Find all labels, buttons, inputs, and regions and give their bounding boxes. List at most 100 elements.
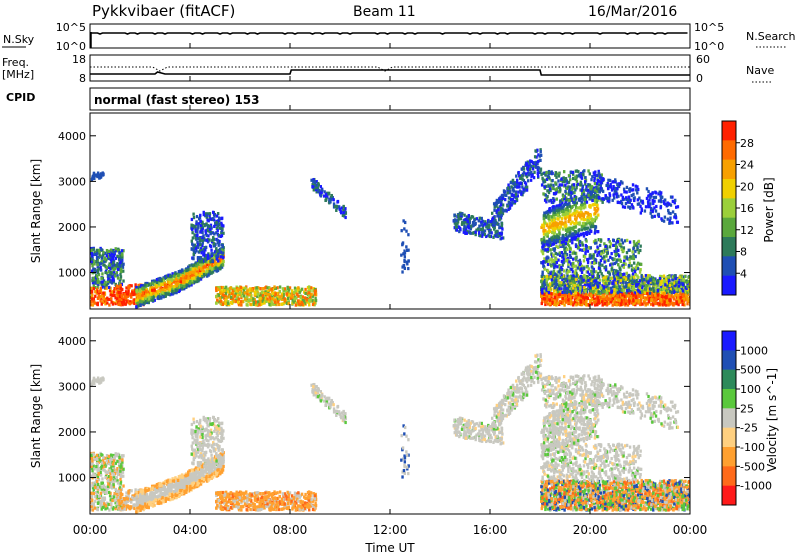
power-cell	[660, 275, 663, 279]
power-cell	[98, 248, 102, 252]
power-cell	[594, 260, 598, 265]
power-cell	[191, 276, 194, 281]
power-cell	[128, 300, 132, 304]
power-cell	[315, 190, 318, 194]
power-cell	[307, 293, 311, 297]
power-cell	[662, 281, 665, 285]
freq-label: Freq.	[2, 56, 29, 69]
power-cell	[104, 299, 108, 303]
power-cell	[292, 300, 295, 304]
power-cell	[636, 263, 639, 268]
power-cell	[630, 283, 633, 287]
freq-panel: Freq. [MHz] 18 8 60 0 Nave	[2, 53, 774, 85]
power-cell	[627, 292, 631, 296]
power-cell	[99, 175, 103, 179]
power-cell	[551, 292, 555, 296]
power-cell	[210, 267, 213, 271]
power-cell	[216, 253, 220, 257]
power-cell	[223, 289, 226, 293]
power-cell	[216, 287, 220, 292]
power-cell	[455, 225, 459, 229]
power-cell	[168, 280, 171, 285]
power-cell	[634, 266, 638, 270]
power-cell	[123, 294, 127, 299]
power-cell	[650, 298, 653, 302]
power-cell	[536, 168, 540, 172]
power-cell	[214, 242, 217, 246]
power-cell	[256, 302, 260, 306]
power-cell	[191, 270, 194, 274]
power-cell	[467, 230, 471, 234]
power-cell	[633, 243, 636, 247]
power-cell	[500, 222, 504, 226]
power-cell	[616, 270, 619, 274]
power-cell	[489, 231, 492, 235]
power-cell	[218, 296, 222, 300]
power-cell	[196, 262, 200, 266]
power-cell	[550, 280, 554, 285]
power-cell	[609, 255, 612, 259]
power-cell	[211, 252, 214, 256]
power-cell	[495, 201, 499, 206]
power-cell	[92, 171, 96, 175]
power-cell	[679, 295, 682, 299]
power-cell	[268, 295, 272, 299]
power-cell	[102, 294, 105, 298]
power-cell	[686, 288, 690, 292]
power-cell	[607, 258, 610, 262]
power-cell	[543, 257, 546, 261]
power-cell	[208, 212, 212, 216]
power-cell	[190, 273, 194, 277]
power-cell	[115, 284, 119, 288]
nave-label: Nave	[746, 64, 774, 77]
power-cell	[564, 300, 568, 304]
power-cell	[111, 293, 114, 298]
power-cell	[276, 291, 280, 296]
power-cell	[627, 283, 631, 287]
power-cell	[96, 269, 100, 274]
power-cell	[199, 277, 203, 281]
power-cell	[311, 294, 314, 298]
power-cell	[122, 300, 126, 304]
power-cell	[492, 235, 495, 239]
power-cell	[215, 256, 219, 260]
power-cell	[658, 302, 661, 306]
power-cell	[529, 167, 532, 171]
power-cell	[540, 280, 543, 284]
power-cell	[506, 191, 509, 195]
power-cell	[609, 286, 613, 290]
power-cell	[287, 302, 290, 306]
power-cell	[615, 260, 618, 264]
power-cell	[205, 260, 209, 264]
power-cell	[617, 280, 620, 284]
power-cell	[230, 300, 233, 305]
power-cell	[152, 295, 155, 299]
power-cell	[496, 221, 499, 225]
power-cell	[268, 302, 271, 307]
power-cell	[550, 252, 553, 256]
power-cell	[453, 226, 456, 230]
power-cell	[141, 289, 145, 293]
power-cell	[671, 303, 675, 307]
power-cell	[579, 278, 582, 282]
power-cell	[575, 272, 578, 276]
power-cell	[457, 225, 460, 229]
power-cell	[215, 226, 219, 231]
power-cell	[623, 259, 626, 263]
power-cell	[198, 238, 202, 243]
power-cell	[146, 298, 150, 302]
power-cell	[104, 285, 107, 290]
power-cell	[144, 283, 147, 287]
power-cell	[539, 150, 542, 154]
power-cell	[401, 241, 405, 245]
power-cell	[313, 299, 316, 303]
power-cell	[589, 279, 593, 283]
power-cell	[116, 267, 120, 272]
power-cell	[285, 292, 288, 296]
power-cell	[648, 296, 652, 301]
power-cell	[109, 257, 113, 261]
power-cell	[524, 172, 528, 176]
power-cell	[133, 301, 136, 306]
power-cell	[103, 297, 106, 301]
power-cell	[544, 300, 547, 304]
